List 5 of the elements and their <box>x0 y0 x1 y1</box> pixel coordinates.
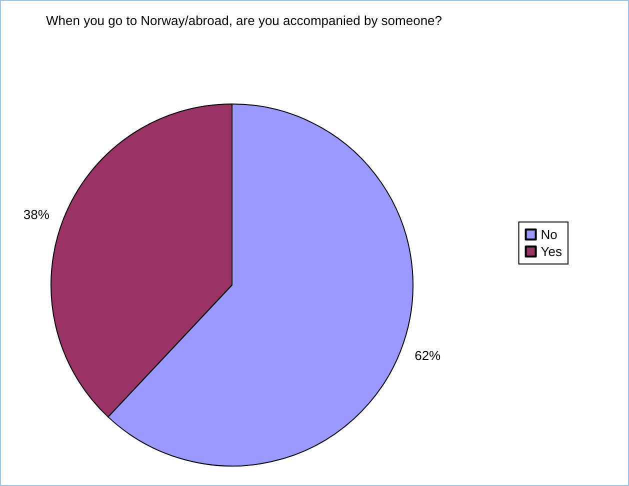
data-label: 62% <box>414 348 442 363</box>
legend-label: No <box>540 227 558 242</box>
chart-title: When you go to Norway/abroad, are you accompanied by someone? <box>46 13 442 28</box>
legend-label: Yes <box>540 244 562 259</box>
data-label: 38% <box>23 207 50 222</box>
